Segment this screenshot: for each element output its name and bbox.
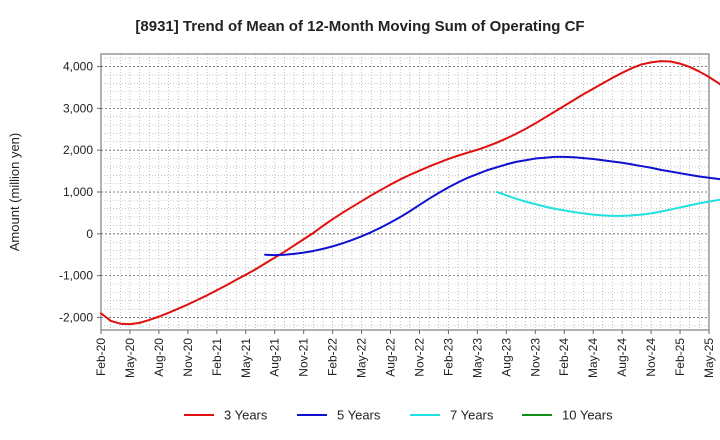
x-tick-label: Feb-22 bbox=[326, 338, 340, 376]
y-tick-label: 2,000 bbox=[63, 143, 93, 157]
x-tick-label: May-20 bbox=[123, 338, 137, 378]
y-axis-label: Amount (million yen) bbox=[7, 133, 22, 252]
legend: 3 Years 5 Years 7 Years 10 Years bbox=[184, 408, 613, 423]
x-tick-label: Feb-20 bbox=[94, 338, 108, 376]
legend-label-7-years: 7 Years bbox=[450, 408, 494, 423]
x-tick-label: Nov-21 bbox=[297, 338, 311, 377]
chart-title: [8931] Trend of Mean of 12-Month Moving … bbox=[135, 18, 584, 35]
x-tick-label: Aug-21 bbox=[268, 338, 282, 377]
y-tick-label: 4,000 bbox=[63, 60, 93, 74]
series-line-3-years bbox=[100, 60, 720, 326]
x-tick-label: Nov-24 bbox=[644, 338, 658, 377]
legend-label-5-years: 5 Years bbox=[337, 408, 381, 423]
series-line-7-years bbox=[495, 191, 720, 217]
x-tick-label: Aug-24 bbox=[615, 338, 629, 377]
x-tick-label: Aug-20 bbox=[152, 338, 166, 377]
x-tick-label: May-24 bbox=[586, 338, 600, 378]
y-tick-label: -2,000 bbox=[59, 310, 93, 324]
x-tick-label: Feb-24 bbox=[557, 338, 571, 376]
y-tick-label: -1,000 bbox=[59, 269, 93, 283]
legend-label-10-years: 10 Years bbox=[562, 408, 613, 423]
x-tick-label: Aug-23 bbox=[499, 338, 513, 377]
x-tick-label: May-25 bbox=[702, 338, 716, 378]
x-tick-label: Nov-22 bbox=[412, 338, 426, 377]
x-axis: Feb-20 May-20 Aug-20 Nov-20 Feb-21 May-21 Aug-… bbox=[94, 330, 716, 378]
series-line-5-years bbox=[264, 155, 720, 257]
y-tick-label: 0 bbox=[86, 227, 93, 241]
x-tick-label: May-22 bbox=[355, 338, 369, 378]
x-tick-label: Feb-23 bbox=[441, 338, 455, 376]
x-tick-label: Nov-20 bbox=[181, 338, 195, 377]
x-tick-label: May-21 bbox=[239, 338, 253, 378]
x-tick-label: Aug-22 bbox=[384, 338, 398, 377]
x-tick-label: Feb-25 bbox=[673, 338, 687, 376]
x-tick-label: Feb-21 bbox=[210, 338, 224, 376]
grid bbox=[100, 54, 710, 330]
series-lines bbox=[100, 60, 720, 326]
y-tick-label: 3,000 bbox=[63, 101, 93, 115]
x-tick-label: Nov-23 bbox=[528, 338, 542, 377]
x-tick-label: May-23 bbox=[470, 338, 484, 378]
legend-label-3-years: 3 Years bbox=[224, 408, 268, 423]
y-tick-label: 1,000 bbox=[63, 185, 93, 199]
y-axis: -2,000 -1,000 0 1,000 2,000 3,000 4,000 bbox=[59, 60, 101, 324]
